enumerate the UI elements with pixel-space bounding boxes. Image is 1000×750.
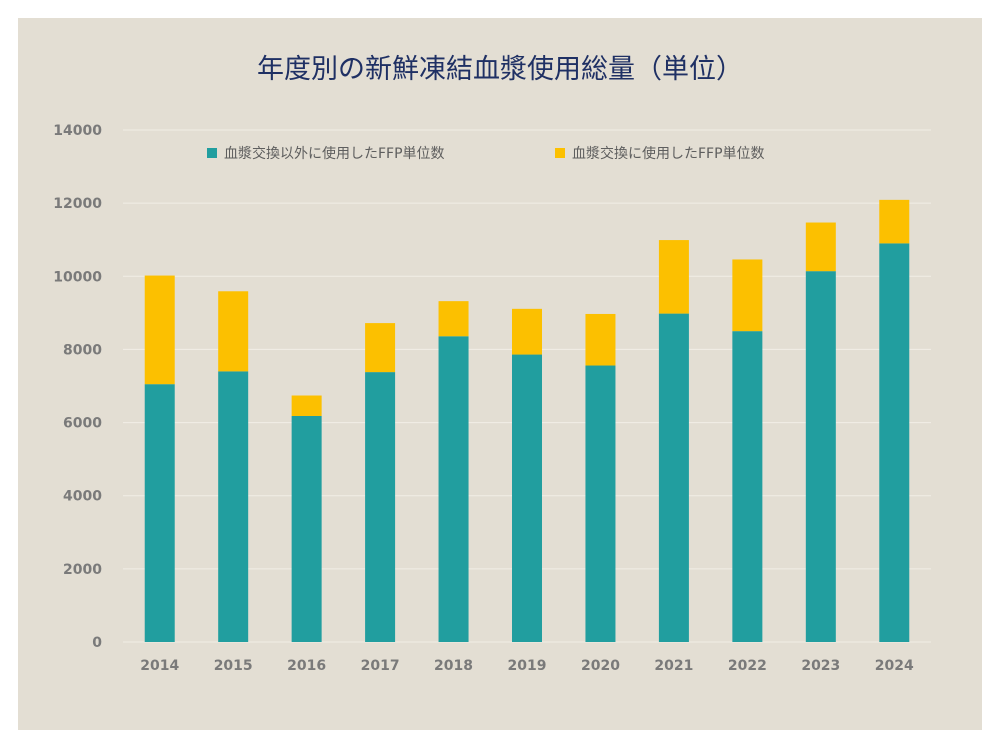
bar-series-1-2019 [512,354,542,642]
y-tick-label: 10000 [53,269,102,285]
x-tick-label: 2020 [581,658,620,674]
stacked-bar-chart: 年度別の新鮮凍結血漿使用総量（単位） 0 2000 4000 6000 8000 1000… [53,54,931,674]
bar-series-2-2021 [658,240,689,314]
y-tick-label: 0 [92,635,102,651]
bar-series-2-2015 [218,291,249,372]
y-tick-label: 2000 [63,562,102,578]
bar-series-2-2014 [144,275,175,385]
bar-series-2-2019 [512,308,542,355]
bar-series-1-2017 [365,372,396,642]
bar-series-1-2015 [218,371,249,642]
bar-series-1-2024 [879,243,910,642]
bar-series-1-2016 [291,415,322,642]
chart-title: 年度別の新鮮凍結血漿使用総量（単位） [257,54,743,85]
legend-label-series-2: 血漿交換に使用したFFP単位数 [572,145,765,162]
x-tick-label: 2022 [728,658,767,674]
x-tick-label: 2021 [654,658,693,674]
x-tick-label: 2014 [140,658,179,674]
legend: 血漿交換以外に使用したFFP単位数 血漿交換に使用したFFP単位数 [207,145,765,162]
y-tick-label: 6000 [63,416,102,432]
y-tick-label: 14000 [53,123,102,139]
bar-series-1-2020 [585,365,616,642]
bar-series-2-2020 [585,313,616,366]
bar-series-2-2016 [291,395,322,416]
legend-swatch-series-2 [555,148,565,158]
x-tick-label: 2017 [361,658,400,674]
bar-series-1-2021 [658,313,689,642]
y-tick-label: 8000 [63,342,102,358]
bar-series-2-2018 [438,301,469,337]
bar-series-2-2017 [365,323,396,373]
legend-label-series-1: 血漿交換以外に使用したFFP単位数 [224,145,445,162]
bar-series-1-2023 [805,271,836,642]
bars [144,199,910,642]
bar-series-1-2014 [144,384,175,642]
bar-series-2-2023 [805,222,836,272]
x-axis-ticks: 2014 2015 2016 2017 2018 2019 2020 2021 2022 2023… [140,658,914,674]
x-tick-label: 2015 [214,658,253,674]
x-tick-label: 2016 [287,658,326,674]
x-tick-label: 2018 [434,658,473,674]
bar-series-1-2022 [732,331,763,642]
y-tick-label: 4000 [63,489,102,505]
bar-series-1-2018 [438,336,469,642]
legend-swatch-series-1 [207,148,217,158]
x-tick-label: 2019 [508,658,547,674]
y-tick-label: 12000 [53,196,102,212]
y-axis-ticks: 0 2000 4000 6000 8000 10000 12000 14000 [53,123,102,651]
x-tick-label: 2023 [801,658,840,674]
chart-panel: 年度別の新鮮凍結血漿使用総量（単位） 0 2000 4000 6000 8000 1000… [18,18,982,730]
x-tick-label: 2024 [875,658,914,674]
bar-series-2-2024 [879,199,910,244]
bar-series-2-2022 [732,259,763,332]
